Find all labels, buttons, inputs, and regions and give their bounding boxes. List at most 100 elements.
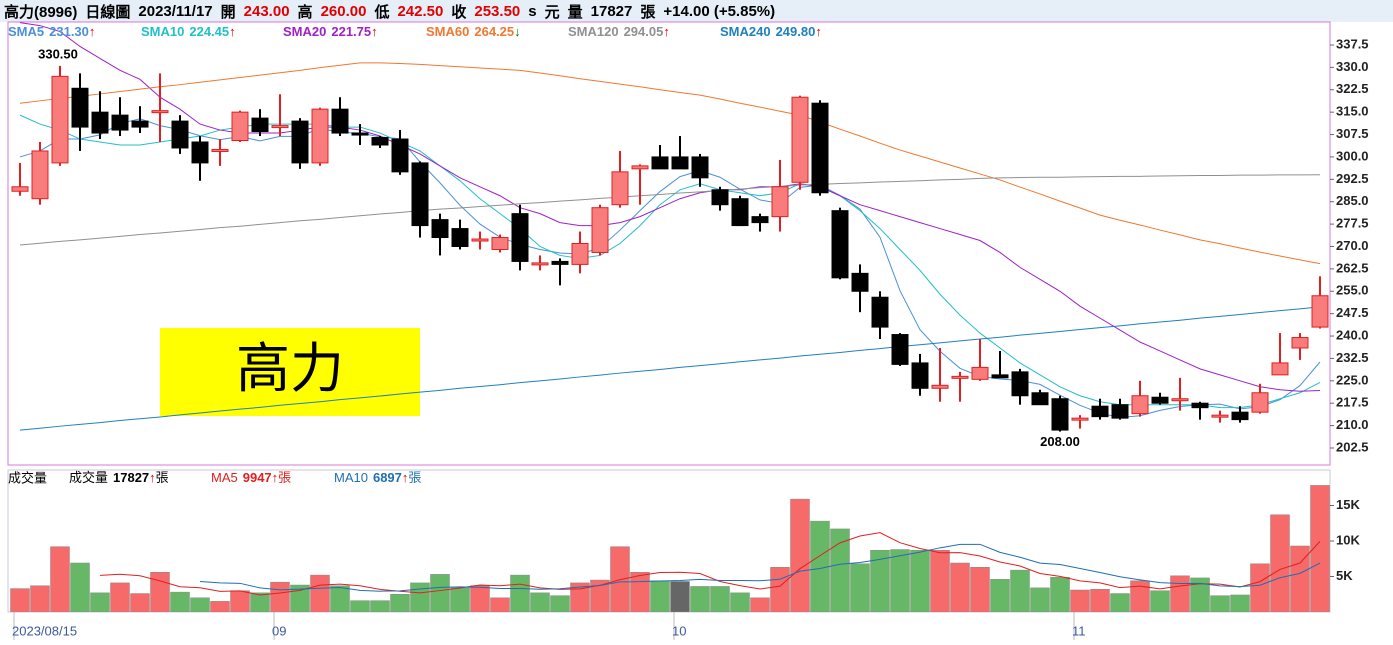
legend-name: SMA120 (568, 24, 619, 39)
header-item: 高 (297, 3, 313, 21)
volume-bar (950, 562, 970, 612)
volume-bar (190, 597, 210, 612)
y-tick-label: 10K (1336, 532, 1360, 547)
header-item: 張 (640, 3, 656, 21)
volume-bar (990, 579, 1010, 612)
candle-body (911, 362, 929, 389)
candle-body (731, 198, 749, 227)
legend-value_label: 264.25 (474, 24, 514, 39)
volume-bar (890, 549, 910, 612)
candle-body (1191, 402, 1209, 409)
legend-name: MA10 (334, 470, 368, 485)
volume-bar (1110, 593, 1130, 612)
candle-body (831, 210, 849, 279)
y-tick-label: 330.0 (1336, 59, 1369, 74)
volume-bar (390, 594, 410, 612)
volume-bar (90, 592, 110, 612)
legend-entry: SMA120 294.05↑ (568, 24, 670, 39)
volume-bar (810, 520, 830, 612)
y-tick-label: 202.5 (1336, 439, 1369, 454)
volume-bar (650, 580, 670, 612)
volume-bar (630, 571, 650, 612)
legend-name: SMA20 (283, 24, 326, 39)
y-tick-label: 262.5 (1336, 260, 1369, 275)
legend-name: SMA5 (8, 24, 44, 39)
candle-body (651, 156, 669, 170)
candle-body (91, 111, 109, 134)
overlay-label: 高力 (236, 337, 344, 400)
volume-bar (230, 590, 250, 612)
legend-value_label: 224.45 (189, 24, 229, 39)
candle-body (471, 238, 489, 242)
y-tick-label: 225.0 (1336, 372, 1369, 387)
candle-body (811, 102, 829, 194)
candle-body (491, 237, 509, 250)
candle-body (791, 96, 809, 183)
candle-body (11, 186, 29, 192)
legend-value_label: 6897 (373, 470, 402, 485)
volume-bar (1090, 589, 1110, 612)
candle-body (691, 156, 709, 179)
legend-entry: 成交量 17827↑張 (69, 470, 169, 485)
candle-body (991, 374, 1009, 379)
header-item: 260.00 (320, 2, 367, 20)
legend-value_label: 9947 (243, 470, 272, 485)
header-item: 量 (567, 3, 583, 21)
volume-bar (1050, 576, 1070, 612)
candle-body (211, 148, 229, 152)
legend-arrow: ↑ (402, 470, 409, 485)
candle-body (271, 125, 289, 129)
candle-body (631, 165, 649, 170)
volume-bar (10, 588, 30, 612)
y-tick-label: 337.5 (1336, 36, 1369, 51)
candle-body (71, 87, 89, 128)
volume-bar (1130, 580, 1150, 612)
volume-bar (710, 586, 730, 612)
y-tick-label: 322.5 (1336, 81, 1369, 96)
volume-bar (270, 581, 290, 612)
candle-body (411, 162, 429, 227)
y-tick-label: 315.0 (1336, 104, 1369, 119)
volume-bar (1190, 577, 1210, 612)
volume-bar (290, 584, 310, 612)
candle-body (31, 150, 49, 200)
header-item: 低 (374, 3, 390, 21)
legend-arrow: ↑ (663, 24, 670, 39)
legend-name: SMA10 (141, 24, 184, 39)
candle-body (1311, 295, 1329, 328)
legend-entry: SMA60 264.25↓ (426, 24, 521, 39)
candle-body (611, 171, 629, 206)
candle-body (251, 117, 269, 133)
volume-bar (1230, 594, 1250, 612)
y-tick-label: 285.0 (1336, 193, 1369, 208)
candle-body (891, 334, 909, 365)
volume-bar (850, 563, 870, 612)
candle-body (971, 366, 989, 380)
volume-bar (350, 600, 370, 612)
header-item: 高力(8996) (4, 3, 78, 21)
volume-bar (910, 549, 930, 612)
volume-bar (1210, 595, 1230, 612)
candle-body (531, 262, 549, 266)
legend-entry: SMA240 249.80↑ (720, 24, 822, 39)
legend-name: SMA60 (426, 24, 469, 39)
candle-body (771, 186, 789, 218)
header-item: 日線圖 (85, 3, 131, 21)
candle-body (1071, 417, 1089, 421)
ma-line (99, 532, 1321, 596)
y-tick-label: 232.5 (1336, 350, 1369, 365)
candle-body (351, 132, 369, 136)
candle-body (591, 207, 609, 253)
legend-name: 成交量 (69, 470, 108, 485)
legend-arrow: ↓ (514, 24, 521, 39)
volume-bar (570, 582, 590, 612)
volume-bar (70, 562, 90, 612)
candle-body (131, 120, 149, 128)
candle-body (1151, 396, 1169, 404)
candle-body (171, 120, 189, 149)
candle-body (51, 75, 69, 164)
candle-body (871, 296, 889, 328)
candle-body (431, 219, 449, 239)
header-item: 242.50 (397, 2, 444, 20)
candle-body (151, 110, 169, 114)
